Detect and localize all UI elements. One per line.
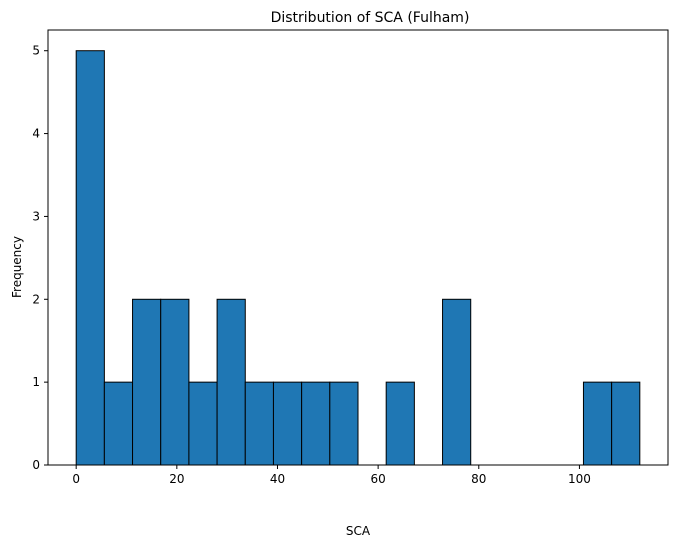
x-tick-label: 60	[370, 472, 385, 486]
histogram-bar	[272, 381, 303, 466]
histogram-bar	[160, 298, 190, 466]
x-tick-label: 40	[270, 472, 285, 486]
y-tick-label: 1	[32, 375, 40, 389]
histogram-bar	[301, 381, 331, 466]
x-tick-label: 0	[72, 472, 80, 486]
x-tick-label: 100	[568, 472, 591, 486]
y-tick-label: 0	[32, 458, 40, 472]
histogram-bar	[385, 381, 415, 466]
histogram-bar	[103, 381, 134, 466]
histogram-bar	[216, 298, 246, 466]
y-axis-label: Frequency	[10, 236, 24, 298]
y-tick-label: 3	[32, 209, 40, 223]
y-tick-label: 4	[32, 127, 40, 141]
histogram-bar	[132, 298, 162, 466]
y-axis-ticks: 0 1 2 3 4 5	[32, 44, 48, 472]
histogram-bar	[442, 298, 472, 466]
x-tick-label: 80	[471, 472, 486, 486]
y-tick-label: 5	[32, 44, 40, 58]
histogram-bar	[611, 381, 641, 466]
histogram-bar	[75, 50, 105, 466]
x-axis-label: SCA	[346, 524, 371, 538]
histogram-bar	[329, 381, 359, 466]
bars-group	[75, 50, 641, 466]
histogram-bar	[188, 381, 218, 466]
x-tick-label: 20	[169, 472, 184, 486]
histogram-bar	[582, 381, 613, 466]
plot-frame	[47, 29, 669, 466]
y-tick-label: 2	[32, 292, 40, 306]
histogram-bar	[244, 381, 274, 466]
chart-title: Distribution of SCA (Fulham)	[271, 10, 470, 26]
x-axis-ticks: 0 20 40 60 80 100	[72, 465, 591, 486]
